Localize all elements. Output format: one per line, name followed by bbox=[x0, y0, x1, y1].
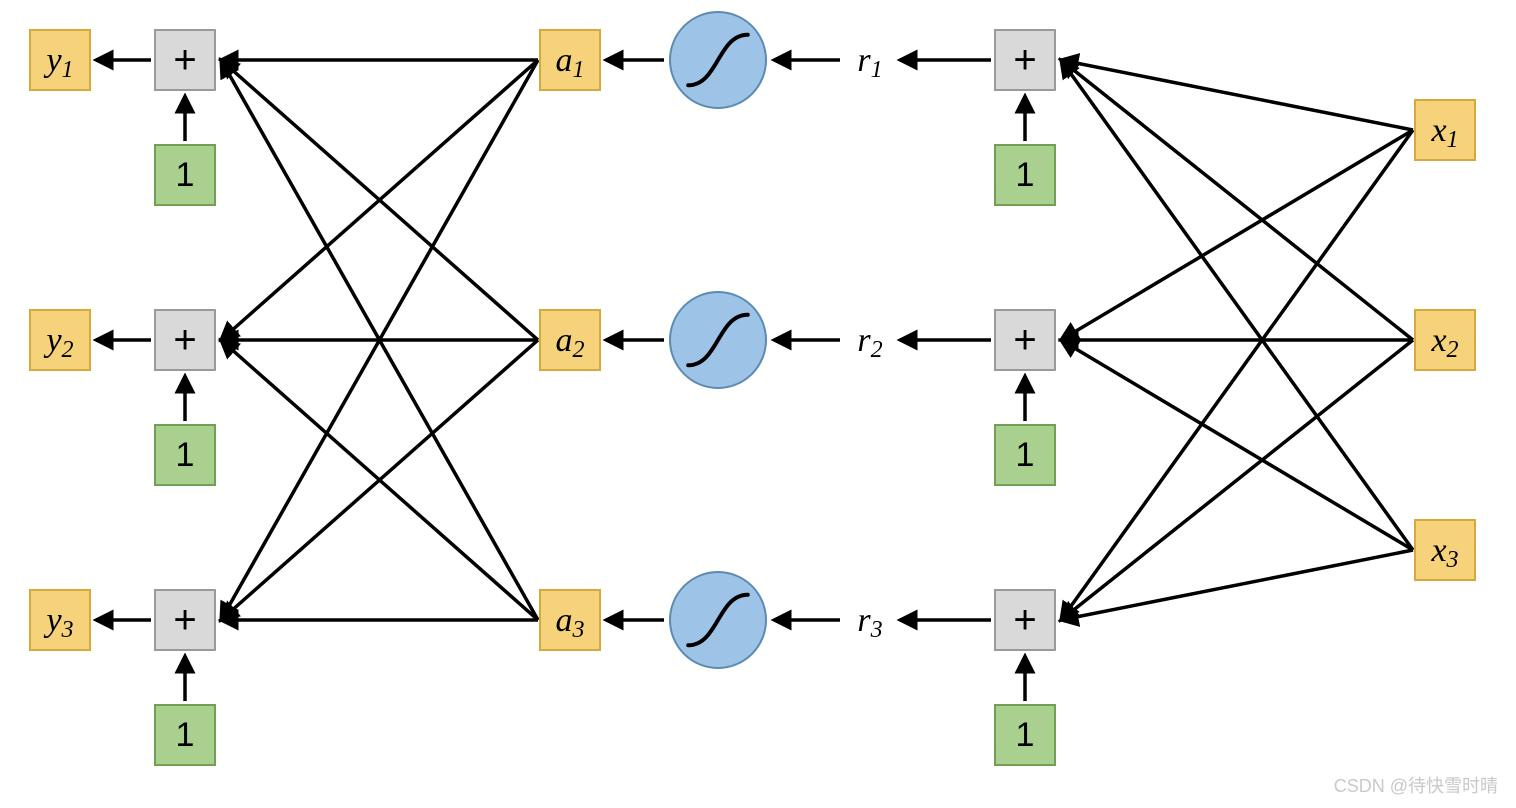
arrow-x2-to-sum1-3 bbox=[1061, 340, 1413, 620]
arrow-x2-to-sum1-1 bbox=[1061, 60, 1413, 340]
sum1-label-1: + bbox=[1013, 38, 1036, 82]
r-label-3: r3 bbox=[857, 602, 882, 644]
watermark-text: CSDN @待快雪时晴 bbox=[1334, 772, 1498, 798]
arrow-x1-to-sum1-2 bbox=[1061, 130, 1413, 340]
neural-network-diagram: y1+1a1r1+1x1y2+1a2r2+1x2y3+1a3r3+1x3 bbox=[0, 0, 1516, 808]
sum2-label-1: + bbox=[173, 38, 196, 82]
bias1-label-2: 1 bbox=[1016, 436, 1035, 474]
arrow-x3-to-sum1-1 bbox=[1061, 60, 1413, 550]
bias2-label-1: 1 bbox=[176, 156, 195, 194]
r-label-2: r2 bbox=[857, 322, 882, 364]
bias1-label-1: 1 bbox=[1016, 156, 1035, 194]
arrow-x3-to-sum1-2 bbox=[1061, 340, 1413, 550]
arrow-x1-to-sum1-3 bbox=[1061, 130, 1413, 620]
bias2-label-3: 1 bbox=[176, 716, 195, 754]
bias2-label-2: 1 bbox=[176, 436, 195, 474]
sum1-label-3: + bbox=[1013, 598, 1036, 642]
sum2-label-2: + bbox=[173, 318, 196, 362]
arrow-x1-to-sum1-1 bbox=[1061, 60, 1413, 130]
r-label-1: r1 bbox=[857, 42, 882, 84]
bias1-label-3: 1 bbox=[1016, 716, 1035, 754]
arrow-x3-to-sum1-3 bbox=[1061, 550, 1413, 620]
sum2-label-3: + bbox=[173, 598, 196, 642]
sum1-label-2: + bbox=[1013, 318, 1036, 362]
